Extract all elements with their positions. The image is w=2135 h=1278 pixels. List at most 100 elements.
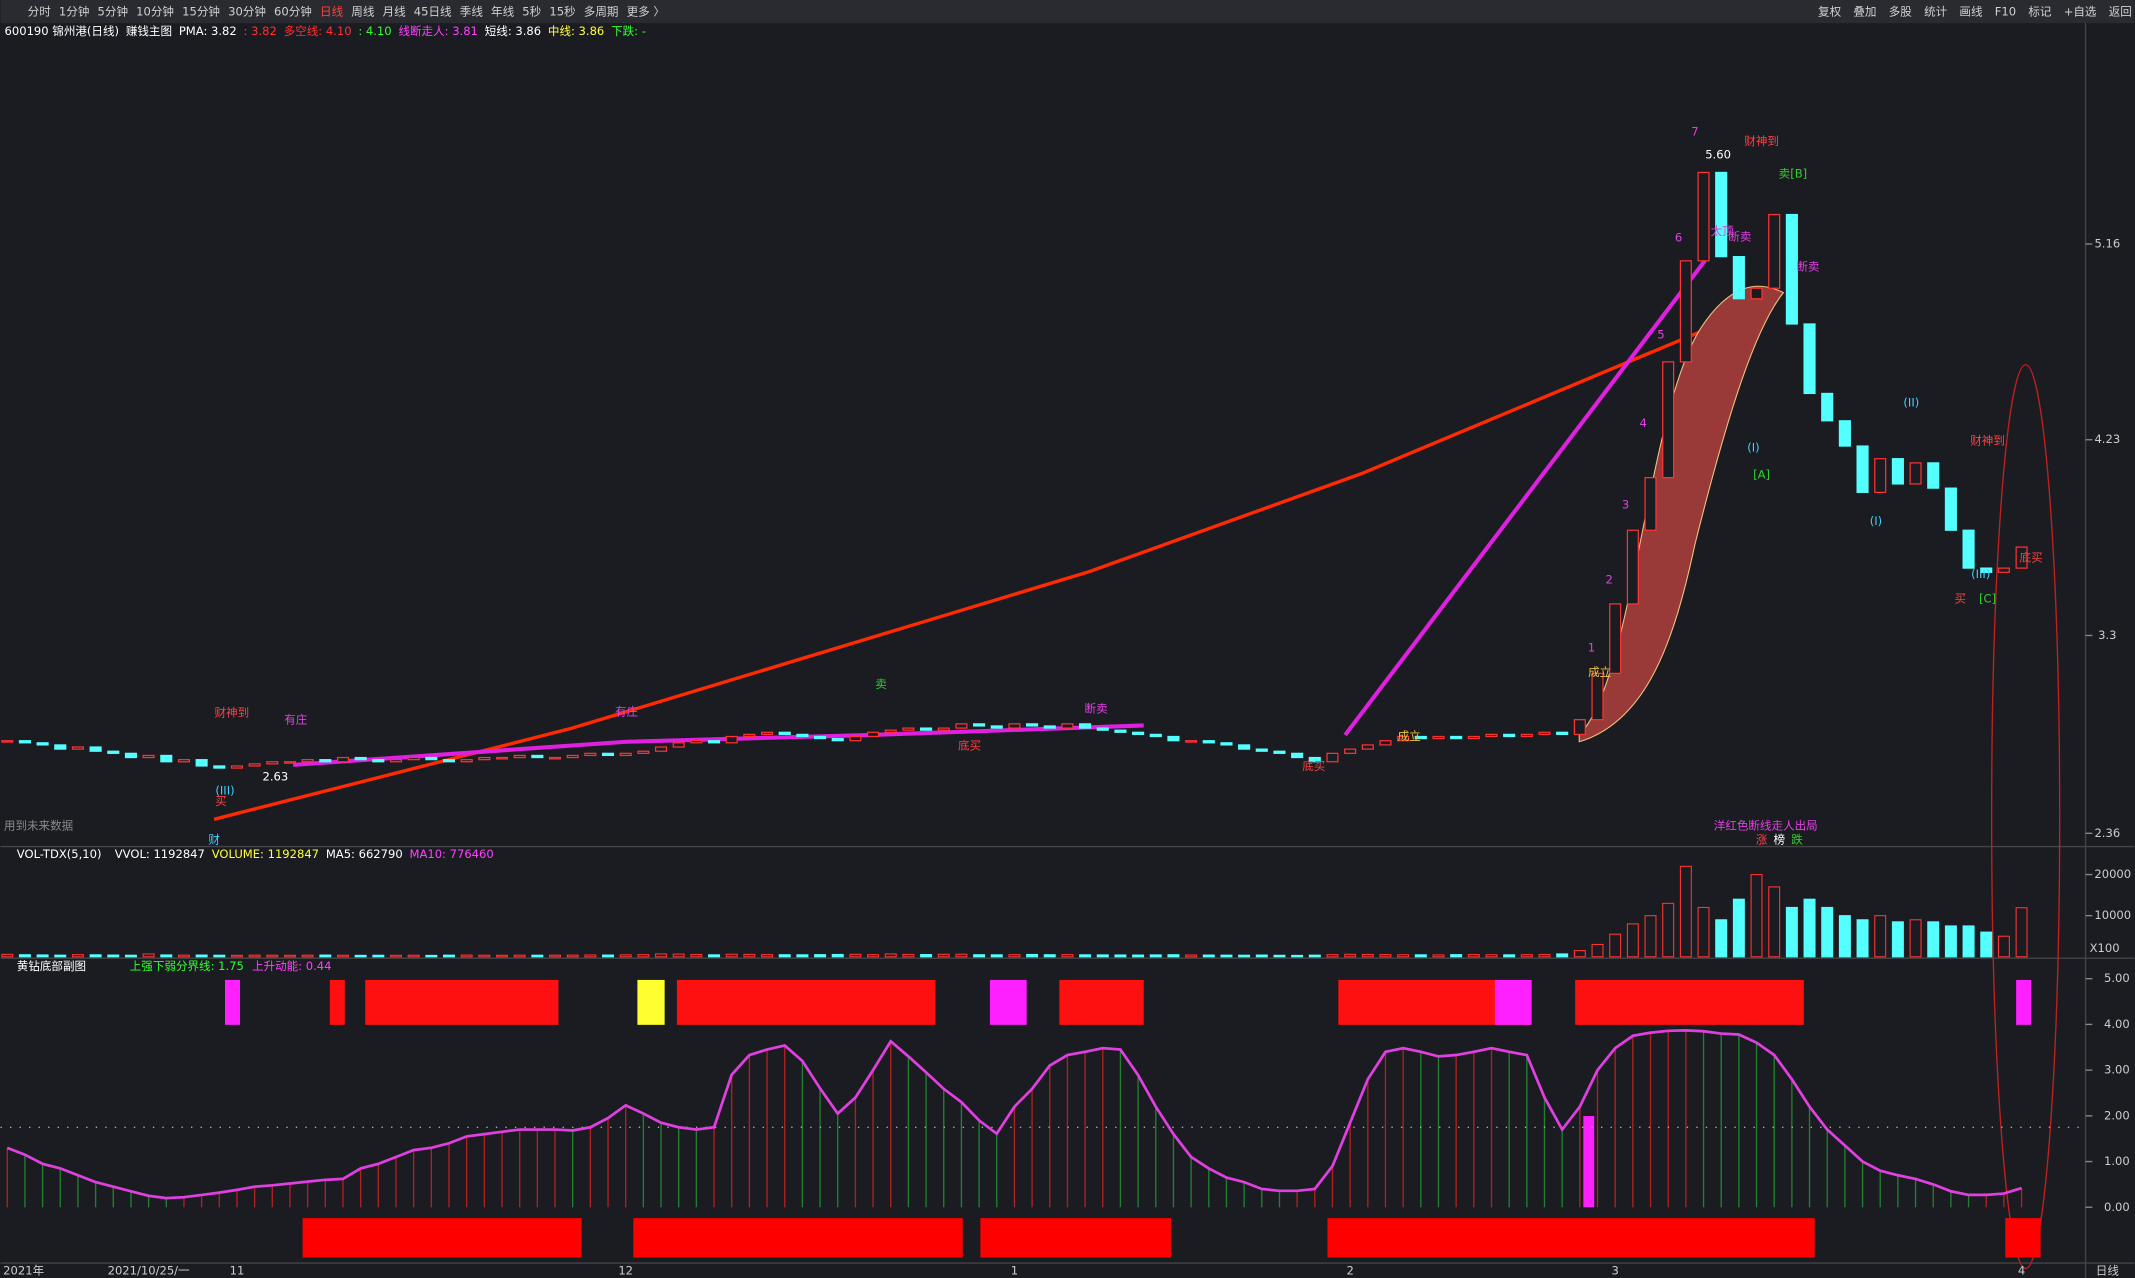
volume-bar: [372, 954, 385, 958]
volume-bar: [248, 954, 261, 958]
tool-button[interactable]: 复权: [1818, 5, 1842, 19]
volume-bar: [690, 953, 703, 958]
signal-block: [365, 979, 559, 1025]
candle: [1414, 735, 1427, 740]
period-tab[interactable]: 日线: [320, 5, 344, 19]
annotation: 财神到: [215, 706, 250, 720]
annotation: 断卖: [1728, 229, 1751, 243]
volume-bar: [478, 954, 491, 958]
x-tick-label: 2021/10/25/一: [108, 1264, 190, 1278]
annotation: 7: [1691, 125, 1698, 139]
tool-button[interactable]: 多股: [1889, 5, 1913, 19]
candle: [107, 750, 120, 754]
signal-block: [1494, 979, 1532, 1025]
volume-bar: [1891, 921, 1904, 958]
candle: [1238, 744, 1251, 750]
volume-bar: [1909, 919, 1922, 958]
candle: [1, 740, 14, 743]
volume-bar: [1432, 954, 1445, 958]
period-tab[interactable]: 多周期: [584, 5, 619, 19]
candle: [619, 752, 632, 757]
volume-bar: [1220, 954, 1233, 958]
volume-bar: [1414, 954, 1427, 958]
tool-button[interactable]: 返回: [2109, 5, 2132, 19]
tool-button[interactable]: +自选: [2064, 5, 2097, 19]
tool-button[interactable]: 统计: [1924, 5, 1948, 19]
volume-bar: [973, 954, 986, 958]
volume-bar: [1750, 874, 1763, 958]
y-tick-label: 5.00: [2104, 971, 2130, 985]
volume-bar: [1132, 954, 1145, 958]
candle: [743, 733, 756, 738]
candle: [1344, 748, 1357, 754]
toolbar-bg: [0, 0, 2135, 24]
period-tab[interactable]: 30分钟: [228, 5, 266, 19]
period-tab[interactable]: 60分钟: [274, 5, 312, 19]
volume-bar: [1450, 954, 1463, 958]
candle: [884, 729, 897, 733]
tool-button[interactable]: 画线: [1959, 5, 1983, 19]
candle: [1573, 719, 1586, 736]
candle: [1114, 729, 1127, 733]
y-tick-label: 0.00: [2104, 1200, 2130, 1214]
info-item: 多空线: 4.10: [284, 24, 352, 38]
tool-button[interactable]: 标记: [2028, 5, 2052, 19]
period-tab[interactable]: 更多 〉: [627, 5, 665, 19]
legend-item: VVOL: 1192847: [115, 847, 205, 861]
period-tab[interactable]: 1分钟: [59, 5, 89, 19]
volume-bar: [602, 954, 615, 958]
info-item: : 3.82: [244, 24, 277, 38]
period-tab[interactable]: 5分钟: [98, 5, 128, 19]
candle: [495, 756, 509, 760]
period-tab[interactable]: 5秒: [522, 5, 541, 19]
volume-bar: [937, 953, 950, 958]
panel-title: 黄钻底部副图: [17, 959, 86, 973]
candle: [54, 744, 67, 750]
period-tab[interactable]: 分时: [28, 5, 52, 19]
period-tab[interactable]: 15分钟: [182, 5, 220, 19]
candle: [336, 756, 350, 763]
annotation: 断卖: [1085, 702, 1108, 716]
candle: [1132, 731, 1145, 736]
period-tab[interactable]: 月线: [383, 5, 407, 19]
period-tab[interactable]: 15秒: [549, 5, 576, 19]
period-tab[interactable]: 年线: [491, 5, 515, 19]
period-tab[interactable]: 45日线: [414, 5, 452, 19]
candle: [372, 759, 385, 763]
annotation: 3: [1622, 497, 1629, 511]
volume-bar: [1079, 954, 1092, 958]
annotation: 底买: [958, 738, 981, 752]
candle: [2015, 546, 2028, 569]
period-tab[interactable]: 季线: [460, 5, 484, 19]
volume-bar: [1485, 954, 1498, 958]
tool-button[interactable]: 叠加: [1853, 5, 1876, 19]
volume-bar: [195, 954, 208, 958]
annotation: 卖: [875, 677, 887, 691]
annotation: [A]: [1753, 467, 1770, 481]
legend-item: 上升动能: 0.44: [252, 959, 331, 973]
candle: [1467, 735, 1480, 740]
volume-bar: [1927, 921, 1940, 958]
volume-bar: [54, 954, 67, 958]
legend-item: MA10: 776460: [410, 847, 494, 861]
trend-line: [292, 723, 1144, 767]
candle: [814, 735, 827, 740]
info-item: 下跌: -: [611, 24, 646, 38]
candle: [1785, 213, 1798, 325]
period-tab[interactable]: 周线: [351, 5, 375, 19]
candle: [1803, 323, 1816, 395]
candle: [654, 746, 668, 752]
volume-bar: [1361, 953, 1374, 958]
period-tab[interactable]: 10分钟: [136, 5, 174, 19]
volume-bar: [1609, 933, 1622, 958]
volume-bar: [1785, 906, 1798, 958]
volume-bar: [1149, 954, 1162, 958]
candle: [796, 733, 809, 738]
volume-bar: [1308, 954, 1321, 958]
tool-button[interactable]: F10: [1995, 5, 2016, 19]
y-tick-label: 1.00: [2104, 1154, 2130, 1168]
volume-bar: [513, 954, 526, 958]
legend-item: 上强下弱分界线: 1.75: [130, 959, 244, 973]
y-tick-label: 5.16: [2094, 237, 2120, 251]
